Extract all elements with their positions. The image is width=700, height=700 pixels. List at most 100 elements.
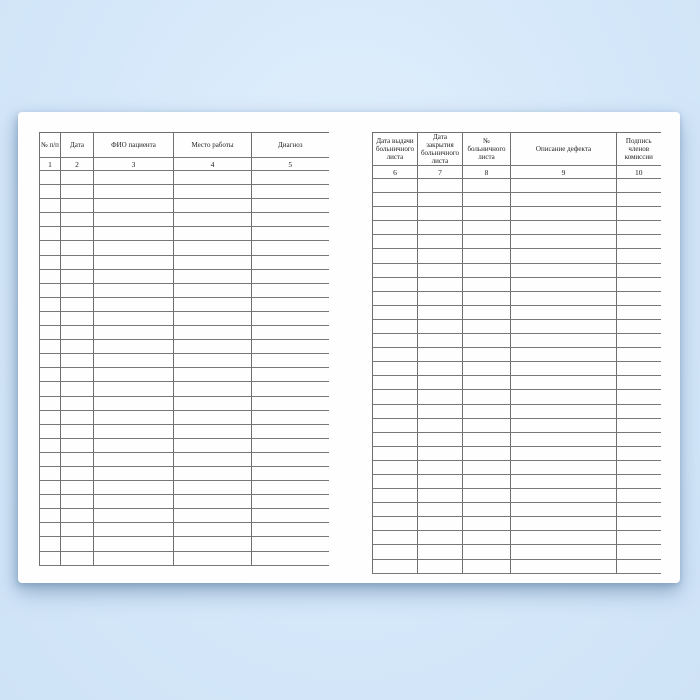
blank-entry-row <box>372 347 661 363</box>
empty-entry-cell <box>251 170 329 186</box>
empty-entry-cell <box>372 474 418 490</box>
empty-entry-cell <box>39 198 61 214</box>
empty-entry-cell <box>372 404 418 419</box>
empty-entry-cell <box>417 418 463 433</box>
empty-entry-cell <box>173 551 252 566</box>
empty-entry-cell <box>616 375 661 391</box>
num-cell: 9 <box>510 165 617 179</box>
empty-entry-cell <box>616 319 661 335</box>
empty-entry-cell <box>173 536 252 552</box>
header-cell: Подпись членов комиссии <box>616 132 661 166</box>
blank-entry-row <box>372 474 661 490</box>
empty-entry-cell <box>173 212 252 228</box>
empty-entry-cell <box>616 530 661 546</box>
blank-entry-row <box>39 551 329 566</box>
journal-open-spread: № п/п Дата ФИО пациента Место работы Диагноз… <box>18 112 680 583</box>
empty-entry-cell <box>510 474 617 490</box>
num-cell: 7 <box>417 165 463 179</box>
empty-entry-cell <box>251 311 329 327</box>
empty-entry-cell <box>173 311 252 327</box>
blank-entry-row <box>372 502 661 518</box>
empty-entry-cell <box>251 396 329 411</box>
empty-entry-cell <box>39 551 61 566</box>
empty-entry-cell <box>251 212 329 228</box>
empty-entry-cell <box>417 559 463 574</box>
num-cell: 10 <box>616 165 661 179</box>
blank-entry-row <box>372 178 661 194</box>
empty-entry-cell <box>251 438 329 453</box>
blank-entry-row <box>372 375 661 391</box>
empty-entry-cell <box>616 248 661 264</box>
empty-entry-cell <box>462 559 511 574</box>
empty-entry-cell <box>417 460 463 475</box>
empty-entry-cell <box>462 404 511 419</box>
empty-entry-cell <box>462 305 511 320</box>
empty-entry-cell <box>39 452 61 467</box>
empty-entry-cell <box>462 234 511 250</box>
empty-entry-cell <box>462 375 511 391</box>
empty-entry-cell <box>510 305 617 320</box>
column-number-row: 6 7 8 9 10 <box>372 165 661 179</box>
empty-entry-cell <box>60 353 94 369</box>
header-cell: Дата закрытия больничного листа <box>417 132 463 166</box>
empty-entry-cell <box>372 446 418 461</box>
empty-entry-cell <box>462 488 511 504</box>
header-cell: № п/п <box>39 132 61 158</box>
empty-entry-cell <box>417 389 463 405</box>
empty-entry-cell <box>39 466 61 482</box>
blank-entry-row <box>372 530 661 546</box>
empty-entry-cell <box>39 269 61 284</box>
blank-entry-row <box>372 488 661 504</box>
empty-entry-cell <box>93 381 174 397</box>
blank-entry-row <box>39 240 329 256</box>
empty-entry-cell <box>616 263 661 278</box>
empty-entry-cell <box>39 283 61 298</box>
num-cell: 3 <box>93 157 174 171</box>
empty-entry-cell <box>372 432 418 447</box>
empty-entry-cell <box>510 559 617 574</box>
empty-entry-cell <box>372 277 418 292</box>
blank-entry-row <box>372 404 661 419</box>
empty-entry-cell <box>60 494 94 510</box>
empty-entry-cell <box>417 488 463 504</box>
empty-entry-cell <box>173 353 252 369</box>
num-cell: 2 <box>60 157 94 171</box>
blank-entry-row <box>39 255 329 270</box>
empty-entry-cell <box>372 291 418 306</box>
empty-entry-cell <box>372 347 418 363</box>
empty-entry-cell <box>510 404 617 419</box>
empty-entry-cell <box>60 466 94 482</box>
num-cell: 6 <box>372 165 418 179</box>
empty-entry-cell <box>417 375 463 391</box>
empty-entry-cell <box>417 361 463 377</box>
empty-entry-cell <box>417 319 463 335</box>
empty-entry-cell <box>60 508 94 524</box>
empty-entry-cell <box>60 522 94 538</box>
empty-entry-cell <box>372 333 418 349</box>
empty-entry-cell <box>372 460 418 475</box>
empty-entry-cell <box>60 438 94 453</box>
empty-entry-cell <box>462 530 511 546</box>
blank-entry-row <box>372 333 661 349</box>
empty-entry-cell <box>251 551 329 566</box>
empty-entry-cell <box>417 404 463 419</box>
empty-entry-cell <box>372 305 418 320</box>
empty-entry-cell <box>462 502 511 518</box>
header-cell: Описание дефекта <box>510 132 617 166</box>
empty-entry-cell <box>251 184 329 200</box>
empty-entry-cell <box>93 226 174 242</box>
empty-entry-cell <box>251 466 329 482</box>
empty-entry-cell <box>60 240 94 256</box>
empty-entry-cell <box>93 283 174 298</box>
empty-entry-cell <box>616 404 661 419</box>
empty-entry-cell <box>462 319 511 335</box>
empty-entry-cell <box>616 220 661 236</box>
empty-entry-cell <box>510 178 617 194</box>
empty-entry-cell <box>173 522 252 538</box>
blank-entry-row <box>39 226 329 242</box>
empty-entry-cell <box>39 522 61 538</box>
empty-entry-cell <box>173 396 252 411</box>
empty-entry-cell <box>39 438 61 453</box>
empty-entry-cell <box>417 516 463 532</box>
